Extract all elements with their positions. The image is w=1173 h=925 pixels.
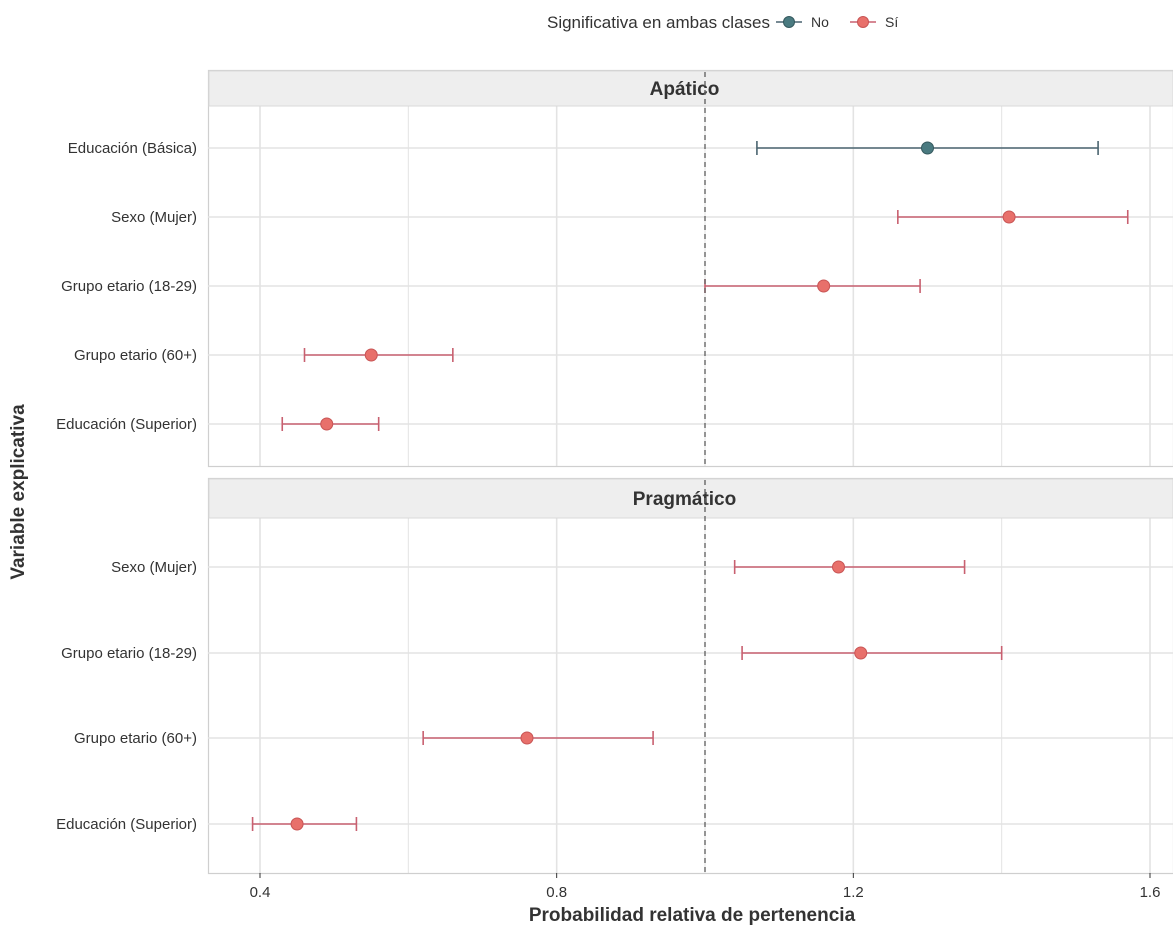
y-tick-label: Grupo etario (18-29): [61, 645, 197, 662]
y-tick-label: Sexo (Mujer): [111, 559, 197, 576]
x-tick-label: 0.8: [546, 884, 567, 901]
panel-background: [208, 518, 1173, 873]
legend-key-no: [776, 16, 802, 28]
facet-pragmatico: Pragmático Sexo (Mujer) Grupo etario (18-2…: [56, 477, 1173, 875]
point-estimate: [290, 817, 304, 831]
y-axis-title: Variable explicativa: [8, 404, 29, 580]
y-tick-label: Grupo etario (60+): [74, 347, 197, 364]
point-estimate: [832, 560, 845, 574]
facet-title: Apático: [650, 79, 720, 100]
point-estimate: [520, 731, 534, 745]
x-axis: 0.4 0.8 1.2 1.6: [250, 873, 1161, 901]
point-estimate: [1002, 210, 1016, 224]
point-estimate: [320, 417, 334, 431]
facet-title: Pragmático: [633, 489, 736, 510]
legend-point-si: [857, 16, 869, 28]
x-tick-label: 0.4: [250, 884, 271, 901]
legend-label-si: Sí: [885, 14, 898, 30]
legend-title: Significativa en ambas clases: [547, 13, 770, 32]
y-tick-label: Grupo etario (60+): [74, 730, 197, 747]
point-estimate: [817, 279, 831, 293]
y-tick-label: Educación (Superior): [56, 816, 197, 833]
point-estimate: [921, 141, 934, 155]
x-axis-title: Probabilidad relativa de pertenencia: [529, 905, 856, 925]
legend: Significativa en ambas clases No Sí: [547, 13, 898, 32]
x-tick-label: 1.6: [1140, 884, 1161, 901]
facet-apatico: Apático Educación (Básica) Sexo (Mujer) Gru…: [56, 69, 1173, 468]
point-estimate: [854, 646, 868, 660]
legend-point-no: [783, 16, 795, 28]
y-tick-label: Educación (Básica): [68, 140, 197, 157]
y-tick-label: Educación (Superior): [56, 416, 197, 433]
facet-strip: [208, 478, 1173, 519]
y-tick-label: Sexo (Mujer): [111, 209, 197, 226]
facet-strip: [208, 70, 1173, 107]
x-tick-label: 1.2: [843, 884, 864, 901]
legend-label-no: No: [811, 14, 829, 30]
y-tick-label: Grupo etario (18-29): [61, 278, 197, 295]
point-estimate: [364, 348, 378, 362]
legend-key-si: [850, 16, 876, 28]
